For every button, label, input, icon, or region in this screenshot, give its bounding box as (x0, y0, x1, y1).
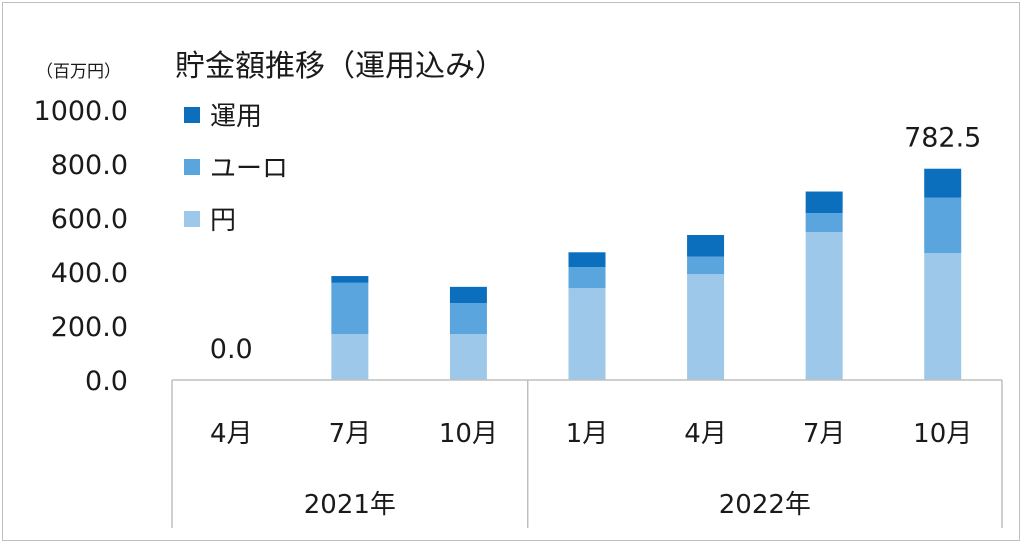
bar-segment (924, 168, 962, 198)
unit-label: （百万円） (36, 62, 121, 82)
x-group-label: 2021年 (304, 490, 396, 520)
legend-swatch (184, 211, 200, 227)
bar-segment (568, 288, 606, 380)
x-axis: 4月 7月 10月 1月 4月 7月 10月 2021年 2022年 (171, 379, 1003, 528)
y-axis: 0.0 200.0 400.0 600.0 800.0 1000.0 (34, 96, 128, 397)
bar-segment (687, 274, 725, 380)
bar-segment (924, 253, 962, 380)
x-tick-label: 7月 (329, 419, 372, 449)
data-labels: 0.0 782.5 (210, 123, 982, 365)
legend-swatch (184, 159, 200, 175)
bar-segment (449, 303, 487, 335)
bar-segment (687, 256, 725, 275)
data-label: 0.0 (210, 334, 253, 365)
x-tick-label: 4月 (684, 419, 727, 449)
bar-segment (331, 282, 369, 335)
y-tick-label: 400.0 (51, 258, 128, 289)
chart-title: 貯金額推移（運用込み） (175, 49, 505, 84)
y-tick-label: 200.0 (51, 312, 128, 343)
bar-segment (805, 191, 843, 214)
y-tick-label: 1000.0 (34, 96, 128, 127)
bar-segment (331, 276, 369, 283)
bar-segment (449, 286, 487, 304)
x-tick-label: 10月 (439, 419, 498, 449)
x-tick-label: 7月 (803, 419, 846, 449)
legend-label: ユーロ (210, 154, 288, 184)
y-tick-label: 600.0 (51, 204, 128, 235)
x-tick-label: 10月 (913, 419, 972, 449)
y-tick-label: 800.0 (51, 150, 128, 181)
bar-segment (687, 235, 725, 257)
bar-segment (805, 213, 843, 233)
bar-segment (568, 252, 606, 268)
bar-segment (924, 197, 962, 254)
bars (331, 168, 962, 380)
data-label: 782.5 (904, 123, 981, 154)
x-tick-label: 4月 (210, 419, 253, 449)
bar-segment (805, 232, 843, 380)
x-group-label: 2022年 (719, 490, 811, 520)
legend-label: 運用 (210, 102, 262, 132)
legend-label: 円 (210, 206, 236, 236)
legend-swatch (184, 107, 200, 123)
bar-segment (568, 267, 606, 289)
x-tick-label: 1月 (566, 419, 609, 449)
bar-segment (331, 334, 369, 380)
y-tick-label: 0.0 (85, 366, 128, 397)
bar-segment (449, 334, 487, 380)
